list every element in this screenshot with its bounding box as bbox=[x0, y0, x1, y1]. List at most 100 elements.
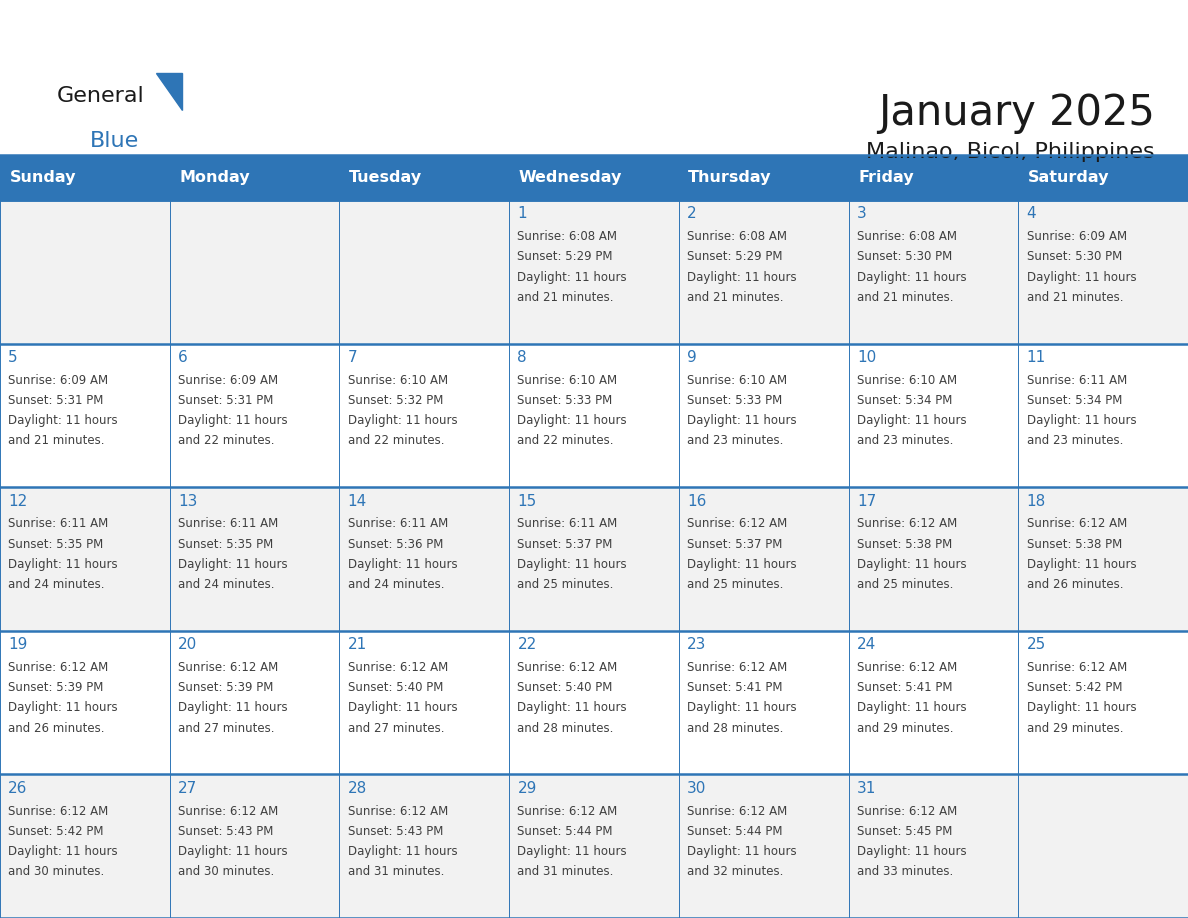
Text: Daylight: 11 hours: Daylight: 11 hours bbox=[687, 701, 797, 714]
Text: and 29 minutes.: and 29 minutes. bbox=[857, 722, 954, 734]
Text: Saturday: Saturday bbox=[1028, 170, 1110, 185]
Text: Sunset: 5:42 PM: Sunset: 5:42 PM bbox=[1026, 681, 1123, 694]
Text: Daylight: 11 hours: Daylight: 11 hours bbox=[687, 271, 797, 284]
Text: Sunset: 5:41 PM: Sunset: 5:41 PM bbox=[857, 681, 953, 694]
Text: 19: 19 bbox=[8, 637, 27, 652]
Text: and 33 minutes.: and 33 minutes. bbox=[857, 866, 953, 879]
Text: Sunset: 5:38 PM: Sunset: 5:38 PM bbox=[1026, 538, 1121, 551]
Text: Sunset: 5:35 PM: Sunset: 5:35 PM bbox=[8, 538, 103, 551]
Text: Daylight: 11 hours: Daylight: 11 hours bbox=[518, 271, 627, 284]
Text: 17: 17 bbox=[857, 494, 876, 509]
Text: Sunrise: 6:12 AM: Sunrise: 6:12 AM bbox=[348, 661, 448, 674]
Text: 29: 29 bbox=[518, 781, 537, 796]
Text: Daylight: 11 hours: Daylight: 11 hours bbox=[8, 414, 118, 427]
Text: Daylight: 11 hours: Daylight: 11 hours bbox=[857, 701, 967, 714]
Text: and 22 minutes.: and 22 minutes. bbox=[518, 434, 614, 447]
Text: Sunset: 5:32 PM: Sunset: 5:32 PM bbox=[348, 394, 443, 407]
Text: 21: 21 bbox=[348, 637, 367, 652]
Text: Daylight: 11 hours: Daylight: 11 hours bbox=[1026, 558, 1136, 571]
Text: 15: 15 bbox=[518, 494, 537, 509]
Text: and 21 minutes.: and 21 minutes. bbox=[857, 291, 954, 304]
Text: and 23 minutes.: and 23 minutes. bbox=[857, 434, 953, 447]
Text: Sunset: 5:37 PM: Sunset: 5:37 PM bbox=[518, 538, 613, 551]
Text: and 32 minutes.: and 32 minutes. bbox=[687, 866, 784, 879]
Text: Sunset: 5:39 PM: Sunset: 5:39 PM bbox=[178, 681, 273, 694]
Text: Sunrise: 6:12 AM: Sunrise: 6:12 AM bbox=[687, 518, 788, 531]
Text: 30: 30 bbox=[687, 781, 707, 796]
Text: Sunrise: 6:09 AM: Sunrise: 6:09 AM bbox=[1026, 230, 1126, 243]
Text: Sunrise: 6:12 AM: Sunrise: 6:12 AM bbox=[348, 805, 448, 818]
Text: Sunrise: 6:12 AM: Sunrise: 6:12 AM bbox=[178, 661, 278, 674]
Text: Sunday: Sunday bbox=[10, 170, 76, 185]
Text: Sunrise: 6:12 AM: Sunrise: 6:12 AM bbox=[857, 805, 958, 818]
Text: 26: 26 bbox=[8, 781, 27, 796]
Text: Sunset: 5:35 PM: Sunset: 5:35 PM bbox=[178, 538, 273, 551]
Text: Sunrise: 6:10 AM: Sunrise: 6:10 AM bbox=[687, 374, 788, 386]
Text: Sunset: 5:40 PM: Sunset: 5:40 PM bbox=[518, 681, 613, 694]
Text: Daylight: 11 hours: Daylight: 11 hours bbox=[518, 845, 627, 858]
Text: and 28 minutes.: and 28 minutes. bbox=[687, 722, 784, 734]
Text: Sunset: 5:40 PM: Sunset: 5:40 PM bbox=[348, 681, 443, 694]
Text: 22: 22 bbox=[518, 637, 537, 652]
Bar bbox=[0, 487, 1188, 631]
Text: Sunrise: 6:12 AM: Sunrise: 6:12 AM bbox=[518, 661, 618, 674]
Text: 9: 9 bbox=[687, 350, 697, 365]
Text: 23: 23 bbox=[687, 637, 707, 652]
Text: 13: 13 bbox=[178, 494, 197, 509]
Text: and 21 minutes.: and 21 minutes. bbox=[1026, 291, 1123, 304]
Text: 6: 6 bbox=[178, 350, 188, 365]
Bar bbox=[0, 155, 1188, 200]
Text: and 27 minutes.: and 27 minutes. bbox=[178, 722, 274, 734]
Text: Sunrise: 6:11 AM: Sunrise: 6:11 AM bbox=[178, 518, 278, 531]
Text: 3: 3 bbox=[857, 207, 866, 221]
Text: Sunrise: 6:12 AM: Sunrise: 6:12 AM bbox=[518, 805, 618, 818]
Text: Sunrise: 6:10 AM: Sunrise: 6:10 AM bbox=[518, 374, 618, 386]
Text: January 2025: January 2025 bbox=[878, 92, 1155, 134]
Text: Sunset: 5:31 PM: Sunset: 5:31 PM bbox=[8, 394, 103, 407]
Text: Daylight: 11 hours: Daylight: 11 hours bbox=[1026, 271, 1136, 284]
Text: Daylight: 11 hours: Daylight: 11 hours bbox=[8, 845, 118, 858]
Text: 16: 16 bbox=[687, 494, 707, 509]
Text: 10: 10 bbox=[857, 350, 876, 365]
Text: Sunset: 5:42 PM: Sunset: 5:42 PM bbox=[8, 825, 103, 838]
Text: Sunset: 5:34 PM: Sunset: 5:34 PM bbox=[857, 394, 953, 407]
Text: 31: 31 bbox=[857, 781, 877, 796]
Text: and 21 minutes.: and 21 minutes. bbox=[687, 291, 784, 304]
Text: 11: 11 bbox=[1026, 350, 1045, 365]
Text: and 31 minutes.: and 31 minutes. bbox=[518, 866, 614, 879]
Text: and 26 minutes.: and 26 minutes. bbox=[1026, 578, 1123, 591]
Text: Sunrise: 6:12 AM: Sunrise: 6:12 AM bbox=[8, 805, 108, 818]
Text: Sunset: 5:36 PM: Sunset: 5:36 PM bbox=[348, 538, 443, 551]
Text: and 30 minutes.: and 30 minutes. bbox=[178, 866, 274, 879]
Text: Daylight: 11 hours: Daylight: 11 hours bbox=[687, 558, 797, 571]
Text: Sunrise: 6:12 AM: Sunrise: 6:12 AM bbox=[8, 661, 108, 674]
Text: and 21 minutes.: and 21 minutes. bbox=[8, 434, 105, 447]
Text: 20: 20 bbox=[178, 637, 197, 652]
Text: Monday: Monday bbox=[179, 170, 249, 185]
Text: Sunset: 5:33 PM: Sunset: 5:33 PM bbox=[518, 394, 613, 407]
Text: Sunset: 5:31 PM: Sunset: 5:31 PM bbox=[178, 394, 273, 407]
Text: 27: 27 bbox=[178, 781, 197, 796]
Text: 14: 14 bbox=[348, 494, 367, 509]
Text: Daylight: 11 hours: Daylight: 11 hours bbox=[857, 845, 967, 858]
Text: and 26 minutes.: and 26 minutes. bbox=[8, 722, 105, 734]
Text: Sunrise: 6:12 AM: Sunrise: 6:12 AM bbox=[687, 661, 788, 674]
Text: 8: 8 bbox=[518, 350, 527, 365]
Text: Sunset: 5:34 PM: Sunset: 5:34 PM bbox=[1026, 394, 1121, 407]
Text: and 22 minutes.: and 22 minutes. bbox=[178, 434, 274, 447]
Text: and 21 minutes.: and 21 minutes. bbox=[518, 291, 614, 304]
Text: 1: 1 bbox=[518, 207, 527, 221]
Text: 12: 12 bbox=[8, 494, 27, 509]
Text: Daylight: 11 hours: Daylight: 11 hours bbox=[348, 845, 457, 858]
Text: Sunset: 5:29 PM: Sunset: 5:29 PM bbox=[687, 251, 783, 263]
Text: Daylight: 11 hours: Daylight: 11 hours bbox=[348, 414, 457, 427]
Text: Sunrise: 6:11 AM: Sunrise: 6:11 AM bbox=[518, 518, 618, 531]
Text: Malinao, Bicol, Philippines: Malinao, Bicol, Philippines bbox=[866, 142, 1155, 162]
Text: and 28 minutes.: and 28 minutes. bbox=[518, 722, 614, 734]
Text: Sunset: 5:33 PM: Sunset: 5:33 PM bbox=[687, 394, 783, 407]
Bar bbox=[0, 343, 1188, 487]
Text: Friday: Friday bbox=[858, 170, 914, 185]
Text: Daylight: 11 hours: Daylight: 11 hours bbox=[687, 414, 797, 427]
Text: Daylight: 11 hours: Daylight: 11 hours bbox=[178, 558, 287, 571]
Text: 24: 24 bbox=[857, 637, 876, 652]
